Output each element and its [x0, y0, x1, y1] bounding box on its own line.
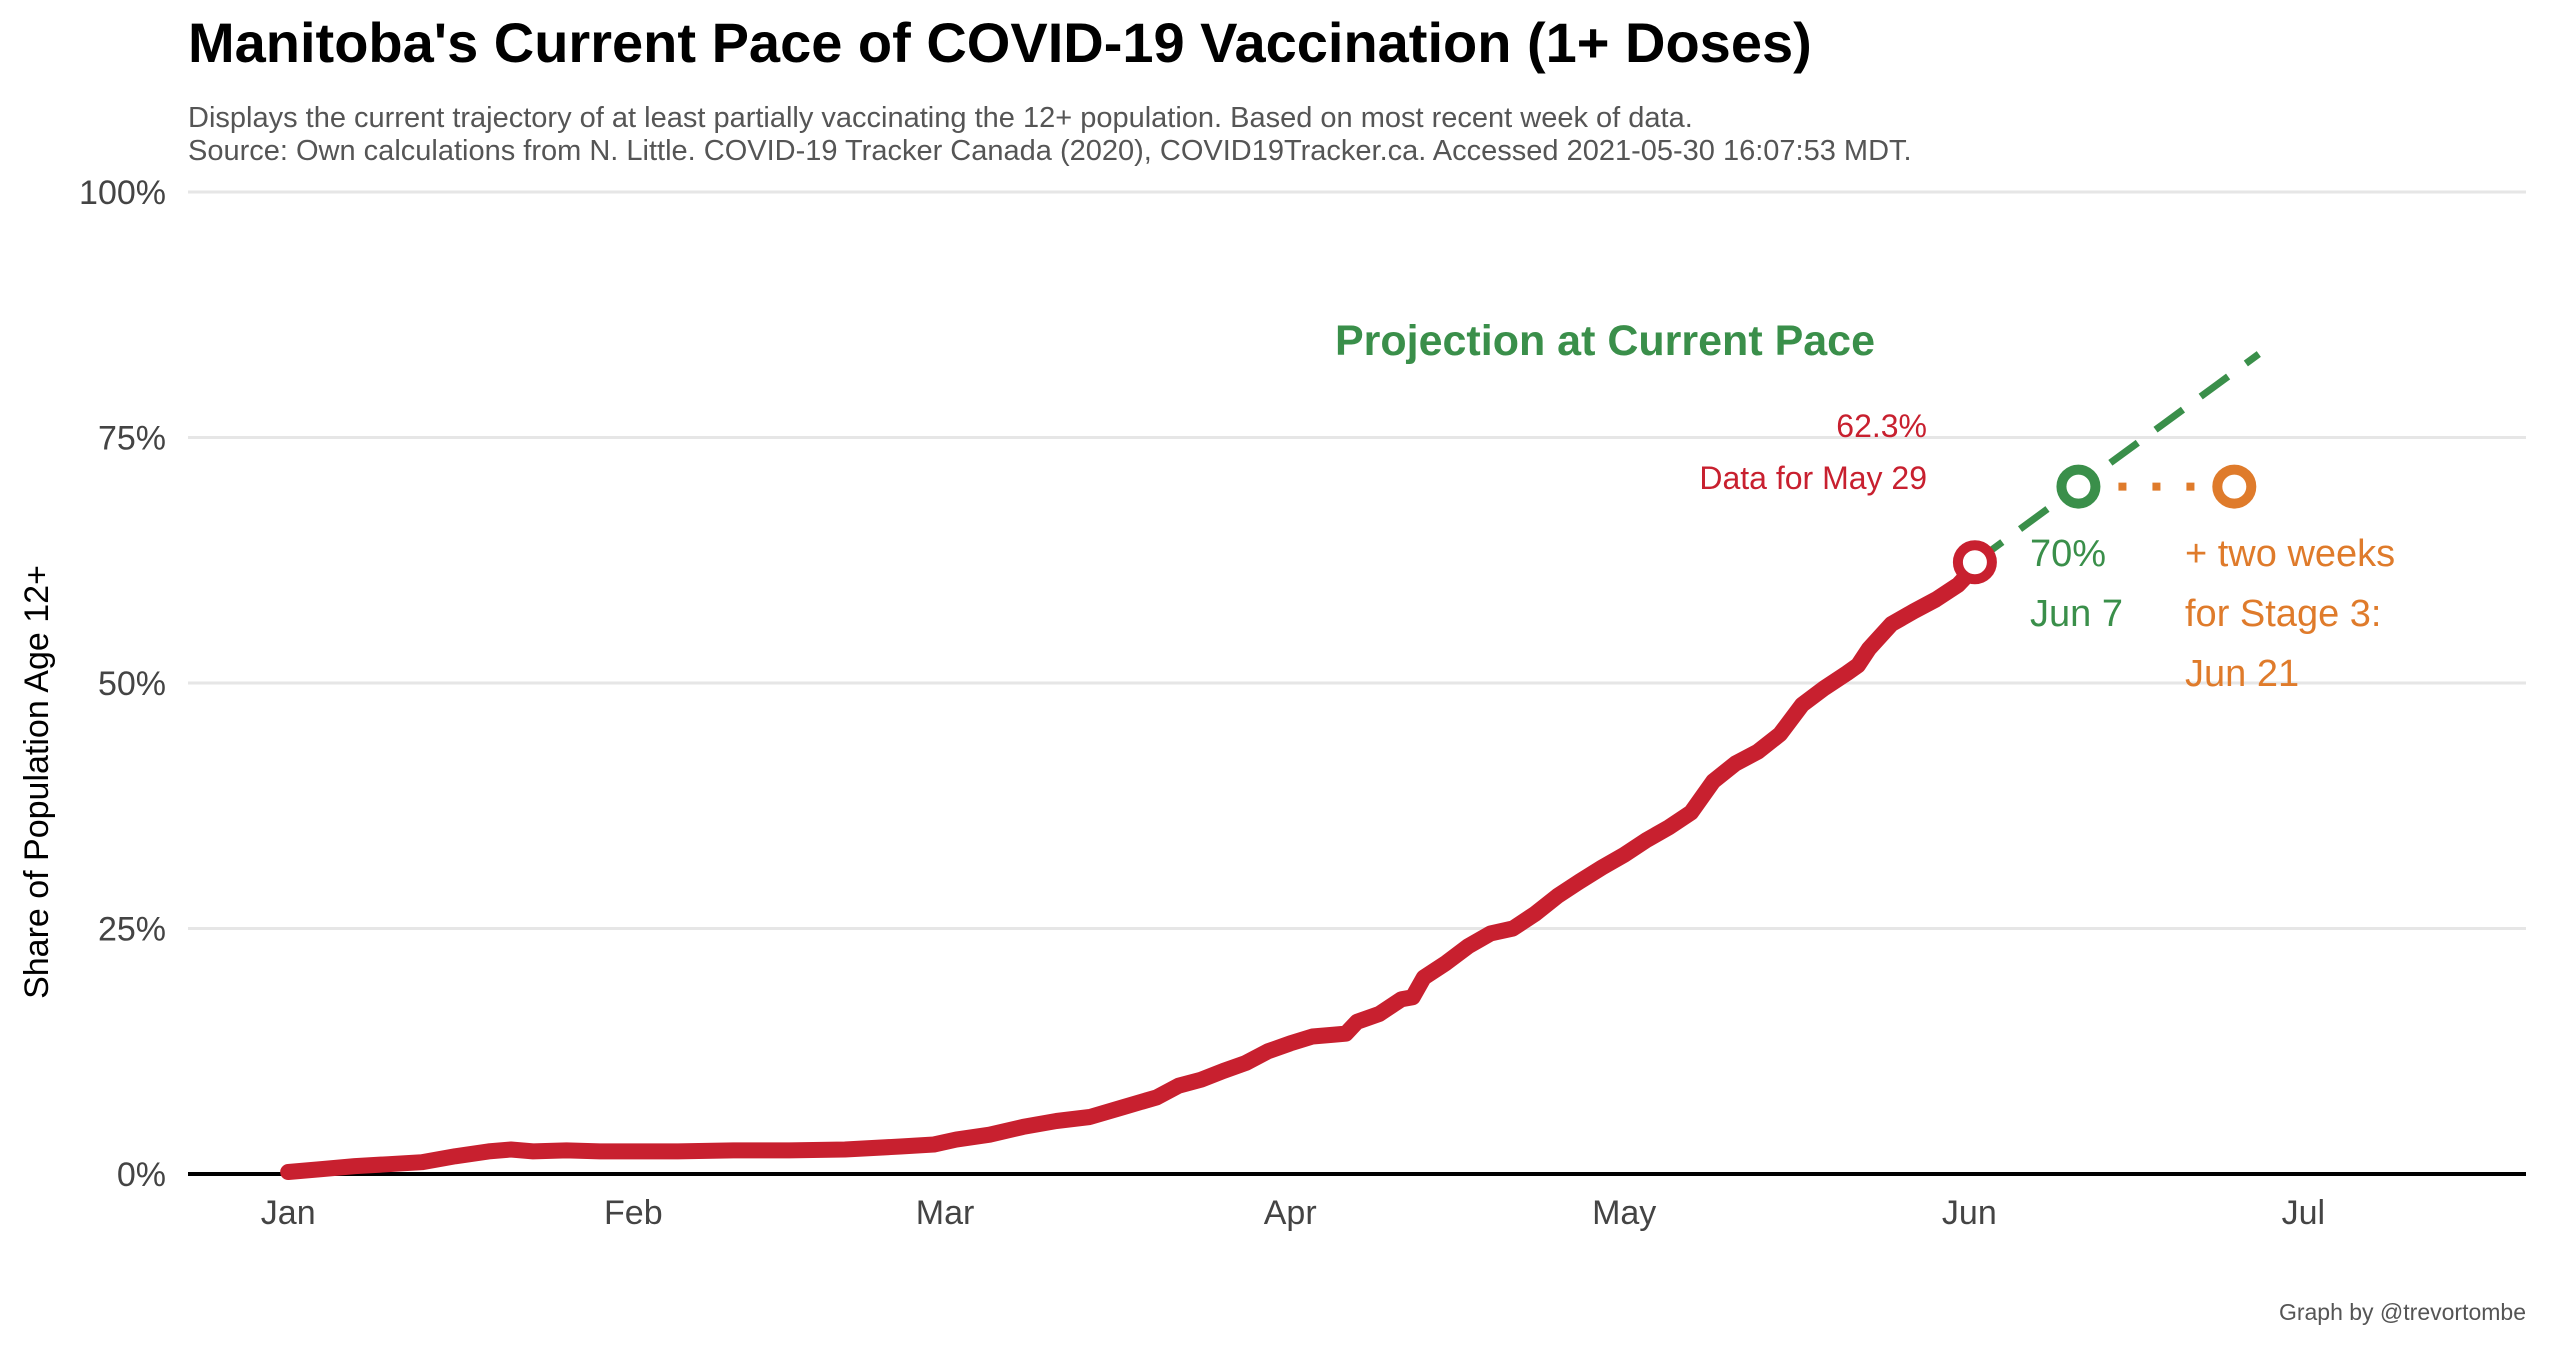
x-tick-labels: Jan Feb Mar Apr May Jun Jul — [261, 1194, 2325, 1232]
y-tick-labels: 0% 25% 50% 75% 100% — [79, 174, 166, 1194]
y-tick-label: 25% — [98, 911, 166, 949]
target-date-label: Jun 7 — [2030, 593, 2123, 635]
actual-value-label: 62.3% — [1836, 408, 1927, 444]
stage3-marker — [2212, 464, 2257, 509]
markers — [1952, 464, 2257, 585]
chart-title: Manitoba's Current Pace of COVID-19 Vacc… — [188, 11, 1812, 74]
x-tick-label: Jan — [261, 1194, 316, 1232]
x-tick-label: May — [1592, 1194, 1656, 1232]
stage3-line3: Jun 21 — [2185, 653, 2299, 695]
chart-caption: Graph by @trevortombe — [2279, 1299, 2526, 1325]
x-tick-label: Jun — [1942, 1194, 1997, 1232]
target-pct-label: 70% — [2030, 533, 2106, 575]
x-tick-label: Mar — [916, 1194, 975, 1232]
actual-series-line — [280, 554, 1983, 1180]
y-tick-label: 75% — [98, 420, 166, 458]
chart-source: Source: Own calculations from N. Little.… — [188, 135, 1912, 167]
y-tick-label: 100% — [79, 174, 166, 212]
y-axis-label: Share of Population Age 12+ — [18, 565, 56, 999]
series — [280, 351, 2261, 1180]
x-tick-label: Apr — [1264, 1194, 1317, 1232]
grid-lines — [188, 190, 2526, 930]
x-tick-label: Jul — [2282, 1194, 2325, 1232]
y-tick-label: 0% — [117, 1156, 166, 1194]
stage3-line1: + two weeks — [2185, 533, 2395, 575]
actual-date-label: Data for May 29 — [1699, 460, 1927, 496]
chart-subtitle: Displays the current trajectory of at le… — [188, 102, 1693, 134]
stage3-line2: for Stage 3: — [2185, 593, 2381, 635]
y-tick-label: 50% — [98, 665, 166, 703]
projection-title: Projection at Current Pace — [1335, 317, 1875, 365]
x-tick-label: Feb — [604, 1194, 663, 1232]
projection-marker — [2056, 464, 2101, 509]
actual-marker — [1952, 540, 1997, 585]
projection-series-line — [1972, 351, 2261, 566]
